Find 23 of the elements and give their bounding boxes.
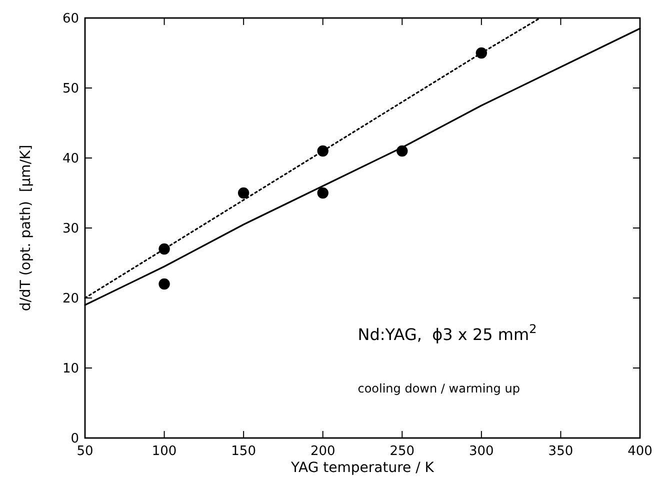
point xyxy=(238,187,250,199)
x-tick-label: 50 xyxy=(76,444,94,459)
point xyxy=(317,187,328,199)
point xyxy=(158,243,170,255)
annotation: cooling down / warming up xyxy=(358,382,520,396)
y-tick-label: 20 xyxy=(62,292,79,307)
x-tick-label: 200 xyxy=(310,444,336,459)
x-tick-label: 150 xyxy=(231,444,256,459)
x-tick-label: 400 xyxy=(628,444,652,459)
x-tick-label: 350 xyxy=(548,444,574,459)
x-axis-title: YAG temperature / K xyxy=(290,460,435,476)
y-tick-label: 50 xyxy=(62,82,79,97)
y-tick-label: 30 xyxy=(62,222,79,237)
point xyxy=(158,278,170,290)
annotation: Nd:YAG, ϕ3 x 25 mm$^{2}$ xyxy=(358,322,537,344)
y-tick-label: 10 xyxy=(62,362,79,377)
x-tick-label: 100 xyxy=(152,444,177,459)
y-axis-title: d/dT (opt. path) [μm/K] xyxy=(18,144,34,312)
y-tick-label: 60 xyxy=(62,12,79,27)
x-tick-label: 300 xyxy=(469,444,494,459)
y-tick-label: 0 xyxy=(70,432,79,447)
x-tick-label: 250 xyxy=(390,444,415,459)
y-tick-label: 40 xyxy=(62,152,79,167)
